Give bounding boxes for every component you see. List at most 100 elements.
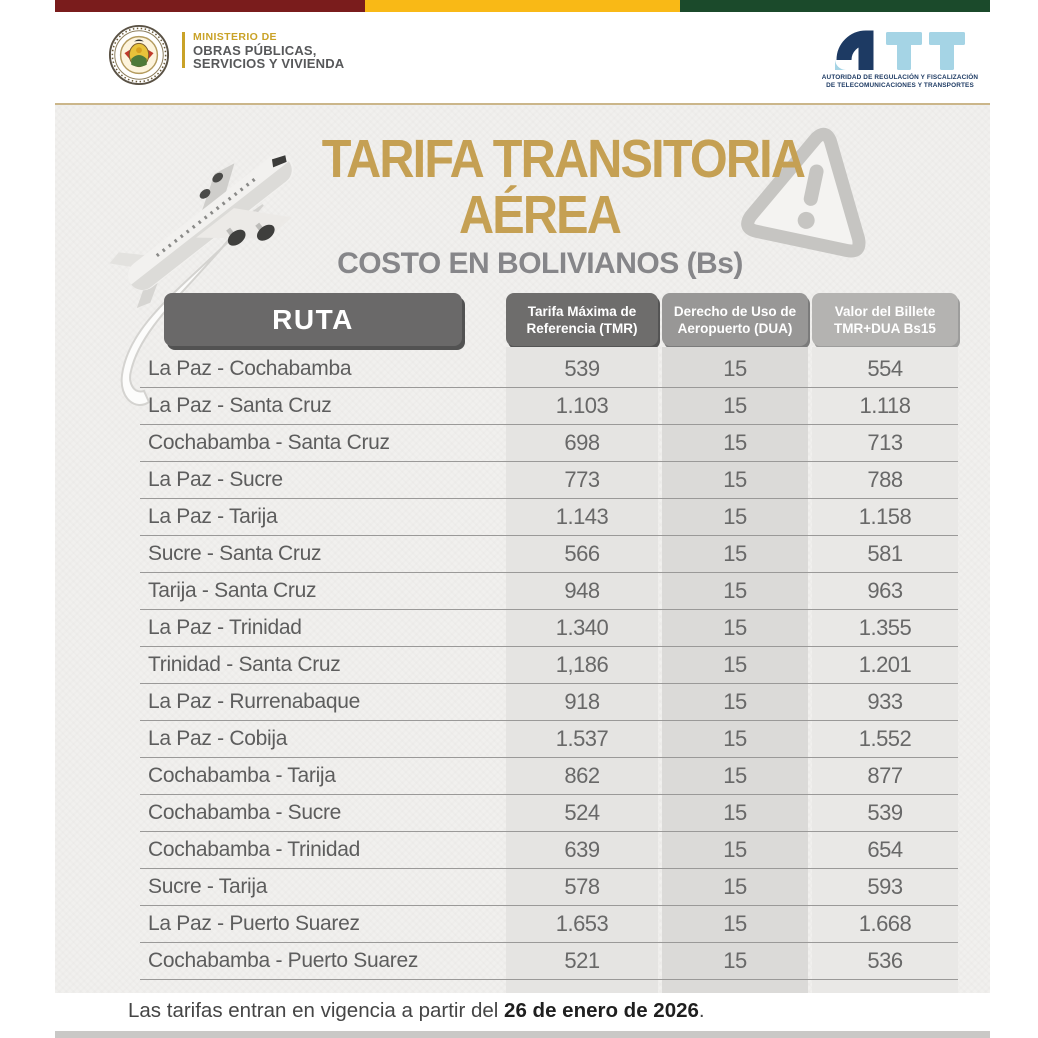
ministry-name-line1: MINISTERIO DE — [193, 31, 277, 43]
ministry-logo: MINISTERIO DE OBRAS PÚBLICAS, SERVICIOS … — [108, 24, 344, 86]
bar-segment-maroon — [55, 0, 365, 12]
ministry-name: MINISTERIO DE OBRAS PÚBLICAS, SERVICIOS … — [193, 24, 344, 70]
total-cell: 1.118 — [859, 393, 911, 418]
table-row: La Paz - Sucre 773 15 788 — [140, 462, 958, 499]
column-header-dua: Derecho de Uso de Aeropuerto (DUA) — [662, 293, 808, 346]
tmr-cell: 1.103 — [555, 393, 609, 418]
table-row: Cochabamba - Tarija 862 15 877 — [140, 758, 958, 795]
total-cell: 963 — [867, 578, 903, 603]
route-cell: La Paz - Trinidad — [148, 616, 302, 639]
table-row: Cochabamba - Santa Cruz 698 15 713 — [140, 425, 958, 462]
ministry-divider — [182, 32, 185, 68]
column-header-total: Valor del Billete TMR+DUA Bs15 — [812, 293, 958, 346]
column-header-tmr-line2: Referencia (TMR) — [526, 321, 638, 336]
route-cell: La Paz - Cochabamba — [148, 357, 352, 380]
total-cell: 1.552 — [858, 726, 912, 751]
total-cell: 581 — [867, 541, 903, 566]
warning-triangle-icon — [741, 127, 866, 258]
route-cell: La Paz - Santa Cruz — [148, 394, 332, 417]
dua-cell: 15 — [723, 800, 747, 825]
table-row: Tarija - Santa Cruz 948 15 963 — [140, 573, 958, 610]
tmr-cell: 566 — [564, 541, 600, 566]
table-row: La Paz - Cochabamba 539 15 554 — [140, 351, 958, 388]
tmr-cell: 539 — [564, 356, 600, 381]
column-header-tmr: Tarifa Máxima de Referencia (TMR) — [506, 293, 658, 346]
content-card: TARIFA TRANSITORIA AÉREA COSTO EN BOLIVI… — [55, 103, 990, 1038]
att-tagline-line1: AUTORIDAD DE REGULACIÓN Y FISCALIZACIÓN — [821, 74, 979, 81]
effective-date-text: Las tarifas entran en vigencia a partir … — [128, 999, 505, 1022]
table-row: Cochabamba - Sucre 524 15 539 — [140, 795, 958, 832]
column-header-total-line2: TMR+DUA Bs15 — [834, 321, 936, 336]
table-row: La Paz - Cobija 1.537 15 1.552 — [140, 721, 958, 758]
route-cell: Trinidad - Santa Cruz — [148, 653, 341, 676]
route-cell: Sucre - Santa Cruz — [148, 542, 322, 565]
fare-table-body: La Paz - Cochabamba 539 15 554 La Paz - … — [140, 351, 958, 980]
top-color-bar — [55, 0, 990, 12]
dua-cell: 15 — [723, 504, 747, 529]
total-cell: 1.668 — [858, 911, 912, 936]
table-row: La Paz - Tarija 1.143 15 1.158 — [140, 499, 958, 536]
total-cell: 877 — [867, 763, 903, 788]
effective-date-note: Las tarifas entran en vigencia a partir … — [128, 999, 705, 1023]
effective-date-suffix: . — [698, 999, 705, 1022]
tmr-cell: 1.340 — [555, 615, 609, 640]
airplane-icon — [109, 154, 294, 406]
total-cell: 1.158 — [858, 504, 912, 529]
dua-cell: 15 — [723, 837, 747, 862]
total-cell: 654 — [867, 837, 903, 862]
bottom-strip — [55, 1031, 990, 1038]
tmr-cell: 1.143 — [555, 504, 609, 529]
route-cell: Cochabamba - Santa Cruz — [148, 431, 390, 454]
dua-cell: 15 — [723, 430, 747, 455]
route-cell: Tarija - Santa Cruz — [148, 579, 317, 602]
bar-segment-yellow — [365, 0, 680, 12]
dua-cell: 15 — [723, 726, 747, 751]
title-block: TARIFA TRANSITORIA AÉREA COSTO EN BOLIVI… — [295, 131, 806, 281]
tmr-cell: 948 — [564, 578, 600, 603]
total-cell: 1.201 — [858, 652, 912, 677]
column-stripe-tmr — [506, 347, 658, 993]
tmr-cell: 773 — [564, 467, 600, 492]
table-row: La Paz - Rurrenabaque 918 15 933 — [140, 684, 958, 721]
total-cell: 536 — [867, 948, 903, 973]
page-title-line1: TARIFA TRANSITORIA — [321, 129, 806, 189]
route-cell: Cochabamba - Trinidad — [148, 838, 360, 861]
dua-cell: 15 — [723, 393, 747, 418]
dua-cell: 15 — [723, 689, 747, 714]
tmr-cell: 1.537 — [555, 726, 609, 751]
column-header-total-line1: Valor del Billete — [834, 304, 936, 319]
tmr-cell: 521 — [564, 948, 600, 973]
tmr-cell: 639 — [564, 837, 600, 862]
dua-cell: 15 — [723, 615, 747, 640]
page-title-line2: AÉREA — [459, 185, 622, 245]
total-cell: 933 — [867, 689, 903, 714]
route-cell: La Paz - Tarija — [148, 505, 278, 528]
effective-date-value: 26 de enero de 2026 — [504, 999, 699, 1022]
header: MINISTERIO DE OBRAS PÚBLICAS, SERVICIOS … — [55, 12, 990, 103]
table-row: La Paz - Trinidad 1.340 15 1.355 — [140, 610, 958, 647]
total-cell: 593 — [867, 874, 903, 899]
tmr-cell: 578 — [564, 874, 600, 899]
table-row: Sucre - Tarija 578 15 593 — [140, 869, 958, 906]
tmr-cell: 1,186 — [555, 652, 609, 677]
dua-cell: 15 — [723, 356, 747, 381]
ministry-name-line3: SERVICIOS Y VIVIENDA — [193, 56, 345, 71]
route-cell: Cochabamba - Sucre — [148, 801, 342, 824]
total-cell: 539 — [867, 800, 903, 825]
dua-cell: 15 — [723, 578, 747, 603]
route-cell: La Paz - Sucre — [148, 468, 283, 491]
column-stripe-total — [812, 347, 958, 993]
bar-segment-green — [680, 0, 990, 12]
table-row: Trinidad - Santa Cruz 1,186 15 1.201 — [140, 647, 958, 684]
tmr-cell: 918 — [564, 689, 600, 714]
table-row: La Paz - Santa Cruz 1.103 15 1.118 — [140, 388, 958, 425]
total-cell: 554 — [867, 356, 903, 381]
dua-cell: 15 — [723, 948, 747, 973]
table-row: Cochabamba - Trinidad 639 15 654 — [140, 832, 958, 869]
column-header-tmr-line1: Tarifa Máxima de — [527, 304, 637, 319]
route-cell: La Paz - Rurrenabaque — [148, 690, 361, 713]
att-logo: AUTORIDAD DE REGULACIÓN Y FISCALIZACIÓN … — [800, 30, 1000, 89]
dua-cell: 15 — [723, 541, 747, 566]
page-subtitle: COSTO EN BOLIVIANOS (Bs) — [337, 247, 743, 280]
